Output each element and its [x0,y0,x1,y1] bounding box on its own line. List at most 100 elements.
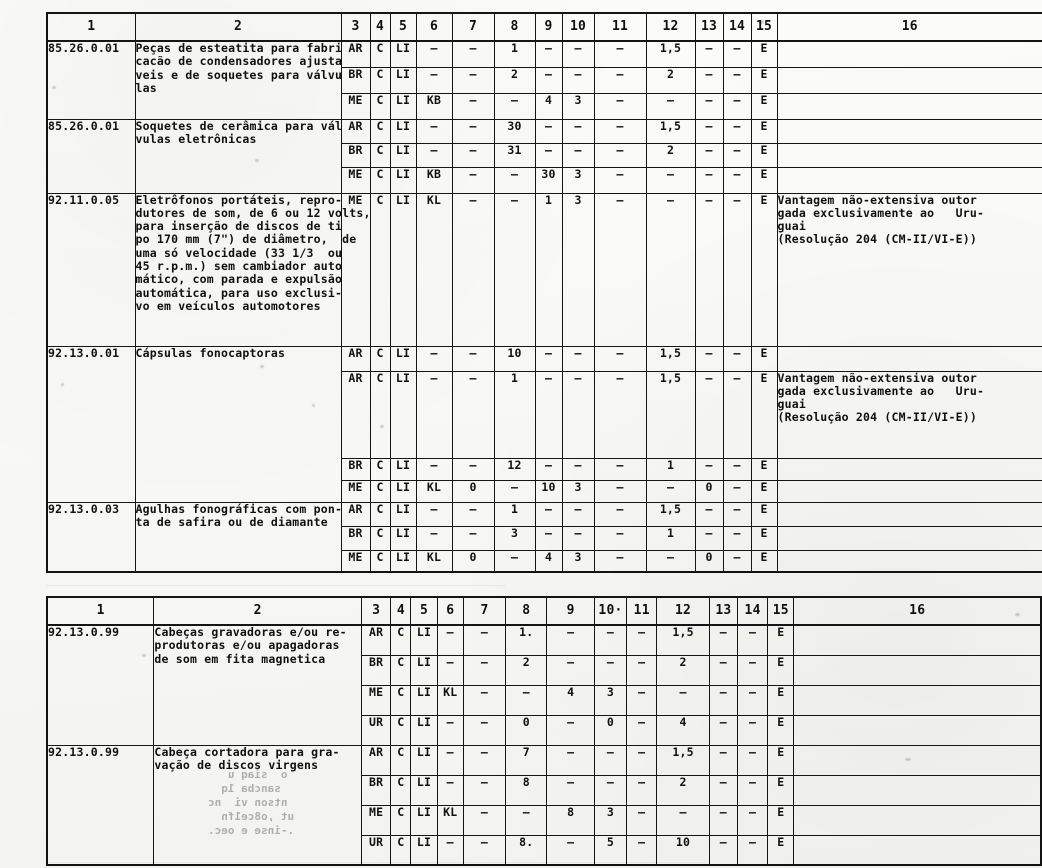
product-description-cell: Cápsulas fonocaptoras [134,345,342,503]
cell-col-11: – [626,714,658,746]
cell-col-10: – [561,370,595,459]
cell-col-5: LI [389,92,417,120]
cell-col-5: LI [389,501,417,527]
cell-col-9: – [534,118,563,144]
cell-col-15: E [750,549,778,573]
cell-col-15: E [750,479,778,503]
col-header-8: 8 [493,12,536,42]
cell-col-7: – [451,66,495,94]
cell-col-10: – [593,774,628,806]
cell-col-15: E [750,66,778,94]
cell-col-8: – [505,684,548,716]
cell-col-8: – [493,92,536,120]
col-header-14: 14 [736,596,769,626]
col-header-11: 11 [593,12,647,42]
table-row: ME C LI KL – –4 3– – – – E [47,684,1042,716]
tariff-code-cell: 92.11.0.05 [46,192,136,347]
cell-col-8: 1 [493,370,536,459]
cell-col-11: – [593,479,647,503]
cell-col-6: KL [415,549,453,573]
table-row: ME C LI KL 0–4 3– –0– E [47,549,1042,573]
observations-cell [793,624,1042,656]
col-header-4: 4 [369,12,391,42]
cell-col-3: AR [340,345,371,372]
cell-col-5: LI [389,525,417,551]
cell-col-4: C [390,714,412,746]
cell-col-15: E [750,501,778,527]
cell-col-15: E [767,804,795,836]
cell-col-12: 1,5 [645,501,696,527]
cell-col-14: – [722,118,752,144]
cell-col-9: – [546,714,595,746]
cell-col-6: KL [415,192,453,347]
cell-col-10: – [561,66,595,94]
cell-col-10: – [561,40,595,68]
col-header-7: 7 [451,12,495,42]
table-row: BR C LI – –8– – –2– – E [47,774,1042,806]
cell-col-9: 4 [534,92,563,120]
cell-col-8: 12 [493,457,536,481]
cell-col-13: – [708,774,738,806]
cell-col-8: 31 [493,142,536,168]
observations-cell [793,774,1042,806]
cell-col-5: LI [410,804,438,836]
cell-col-14: – [722,92,752,120]
cell-col-15: E [750,92,778,120]
col-header-1: 1 [46,596,155,626]
cell-col-6: – [436,774,464,806]
cell-col-8: 8. [505,834,548,866]
cell-col-10: 3 [561,166,595,194]
cell-col-9: – [534,525,563,551]
cell-col-12: 1,5 [645,40,696,68]
cell-col-10: – [593,624,628,656]
cell-col-7: 0 [451,549,495,573]
cell-col-8: – [505,804,548,836]
cell-col-4: C [369,40,391,68]
cell-col-6: – [436,744,464,776]
cell-col-8: 1. [505,624,548,656]
col-header-3: 3 [340,12,371,42]
cell-col-13: – [708,714,738,746]
cell-col-13: – [694,192,724,347]
cell-col-13: – [708,744,738,776]
cell-col-12: 10 [656,834,710,866]
product-description-cell: Soquetes de cerâmica para vál vulas elet… [134,118,342,194]
cell-col-7: – [451,166,495,194]
cell-col-11: – [626,654,658,686]
cell-col-10: 3 [561,549,595,573]
cell-col-5: LI [410,774,438,806]
cell-col-15: E [750,118,778,144]
cell-col-9: – [534,40,563,68]
cell-col-5: LI [410,744,438,776]
col-header-10: 10 [561,12,595,42]
cell-col-14: – [722,479,752,503]
cell-col-11: – [593,345,647,372]
cell-col-4: C [369,66,391,94]
cell-col-8: 2 [493,66,536,94]
cell-col-6: – [415,345,453,372]
cell-col-4: C [369,479,391,503]
cell-col-15: E [750,40,778,68]
cell-col-3: BR [340,66,371,94]
col-header-2: 2 [134,12,342,42]
cell-col-10: – [561,142,595,168]
cell-col-13: 0 [694,479,724,503]
observations-cell [776,479,1042,503]
cell-col-4: C [369,118,391,144]
cell-col-3: AR [340,40,371,68]
cell-col-14: – [722,166,752,194]
cell-col-14: – [736,774,769,806]
cell-col-9: – [546,654,595,686]
col-header-5: 5 [389,12,417,42]
cell-col-6: – [415,66,453,94]
cell-col-12: 1,5 [656,624,710,656]
table-row: 92.11.0.05 Eletrôfonos portáteis, repro- … [46,192,1042,347]
cell-col-13: – [694,166,724,194]
cell-col-12: – [645,166,696,194]
cell-col-9: – [534,457,563,481]
table-row: BR C LI – –3– – –1– – E [47,525,1042,551]
cell-col-4: C [369,166,391,194]
cell-col-13: – [694,92,724,120]
table-body-upper: 85.26.0.01 Peças de esteatita para fabri … [46,40,1042,573]
